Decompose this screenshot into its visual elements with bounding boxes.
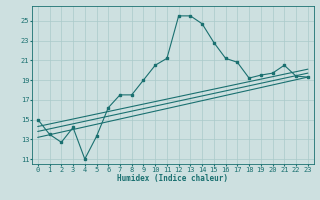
X-axis label: Humidex (Indice chaleur): Humidex (Indice chaleur) [117, 174, 228, 183]
